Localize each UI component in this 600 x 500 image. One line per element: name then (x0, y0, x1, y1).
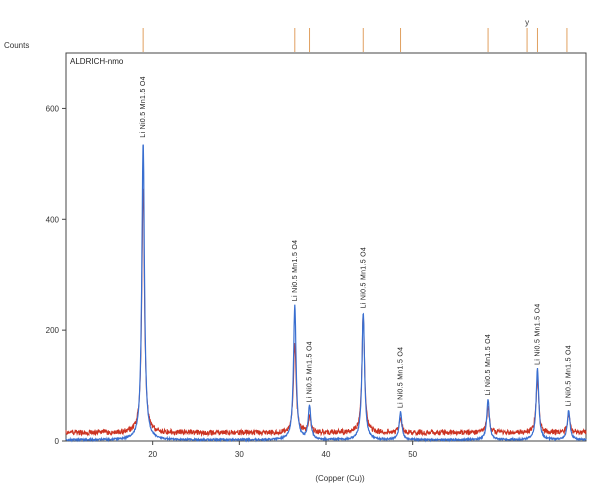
series-line-1 (65, 144, 587, 443)
peak-label: Li Ni0.5 Mn1.5 O4 (292, 240, 299, 302)
y-tick-label: 600 (46, 104, 60, 113)
reference-line-strip: y (142, 18, 568, 52)
peak-label: Li Ni0.5 Mn1.5 O4 (307, 341, 314, 403)
y-tick-label: 0 (55, 437, 60, 446)
y-tick-label: 400 (46, 215, 60, 224)
peak-labels: Li Ni0.5 Mn1.5 O4 Li Ni0.5 Mn1.5 O4 Li Ni0… (140, 76, 573, 408)
peak-label: Li Ni0.5 Mn1.5 O4 (485, 334, 492, 396)
series-group (65, 144, 587, 443)
peak-label: Li Ni0.5 Mn1.5 O4 (398, 347, 405, 409)
x-axis-label: (Copper (Cu)) (315, 474, 365, 483)
peak-label: Li Ni0.5 Mn1.5 O4 (360, 247, 367, 309)
y-axis-ticks: 0 200 400 600 (46, 104, 66, 446)
x-axis-ticks: 20 30 40 50 (148, 441, 418, 459)
x-tick-label: 30 (235, 450, 244, 459)
x-tick-label: 20 (148, 450, 157, 459)
phase-label: ALDRICH-nmo (70, 57, 124, 66)
y-axis-label: Counts (4, 41, 29, 50)
peak-label: Li Ni0.5 Mn1.5 O4 (566, 345, 573, 407)
x-tick-label: 50 (408, 450, 417, 459)
y-tick-label: 200 (46, 326, 60, 335)
peak-label: Li Ni0.5 Mn1.5 O4 (534, 303, 541, 365)
peak-label: Li Ni0.5 Mn1.5 O4 (140, 76, 147, 138)
reference-marker-label: y (525, 18, 529, 27)
series-line-0 (65, 188, 587, 438)
x-tick-label: 40 (322, 450, 331, 459)
